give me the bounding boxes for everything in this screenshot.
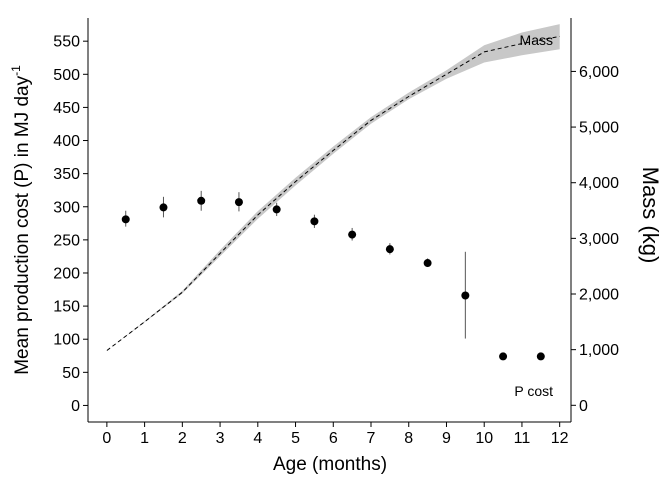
p-cost-point xyxy=(385,245,394,254)
y-right-tick-label: 6,000 xyxy=(579,64,619,81)
x-tick-label: 10 xyxy=(475,430,493,447)
x-tick-label: 0 xyxy=(102,430,111,447)
p-cost-point xyxy=(536,352,545,361)
p-cost-point xyxy=(499,352,508,361)
y-left-tick-label: 50 xyxy=(62,365,80,382)
p-cost-point xyxy=(310,217,319,226)
y-left-tick-label: 150 xyxy=(53,299,80,316)
y-left-tick-label: 200 xyxy=(53,265,80,282)
y-right-tick-label: 0 xyxy=(579,398,588,415)
p-cost-points-layer xyxy=(121,190,545,361)
x-tick-label: 3 xyxy=(216,430,225,447)
y-right-tick-label: 4,000 xyxy=(579,175,619,192)
x-tick-label: 8 xyxy=(404,430,413,447)
y-right-tick-label: 2,000 xyxy=(579,287,619,304)
y-left-tick-label: 500 xyxy=(53,67,80,84)
mass-line xyxy=(106,35,560,351)
y-left-tick-label: 300 xyxy=(53,199,80,216)
p-cost-point xyxy=(461,291,470,300)
x-tick-label: 4 xyxy=(253,430,262,447)
p-cost-point xyxy=(348,230,357,239)
y-left-axis-title: Mean production cost (P) in MJ day-1 xyxy=(9,65,33,375)
x-tick-label: 11 xyxy=(514,430,531,447)
x-tick-label: 7 xyxy=(367,430,376,447)
p-cost-point xyxy=(159,203,168,212)
y-left-tick-label: 400 xyxy=(53,133,80,150)
axes-layer: 0 1 2 3 4 5 6 7 8 9 10 11 12050100150200250300350400… xyxy=(53,18,619,447)
mass-confidence-band-layer xyxy=(106,24,560,351)
p-cost-point xyxy=(423,259,432,268)
p-cost-point xyxy=(234,198,243,207)
y-right-tick-label: 3,000 xyxy=(579,231,619,248)
x-tick-label: 9 xyxy=(442,430,451,447)
x-tick-label: 1 xyxy=(140,430,149,447)
y-left-axis-title-superscript: -1 xyxy=(9,65,23,76)
y-left-tick-label: 450 xyxy=(53,100,80,117)
x-tick-label: 5 xyxy=(291,430,300,447)
y-left-tick-label: 350 xyxy=(53,166,80,183)
y-right-axis-title: Mass (kg) xyxy=(638,167,663,264)
mass-confidence-band xyxy=(106,24,560,351)
y-left-tick-label: 100 xyxy=(53,332,80,349)
p-cost-point xyxy=(272,205,281,214)
y-left-axis-title-main: Mean production cost (P) in MJ day xyxy=(12,75,33,374)
y-left-tick-label: 0 xyxy=(71,398,80,415)
y-left-axis-title-group: Mean production cost (P) in MJ day-1 xyxy=(9,65,33,375)
y-right-tick-label: 5,000 xyxy=(579,120,619,137)
x-tick-label: 12 xyxy=(551,430,569,447)
y-left-tick-label: 550 xyxy=(53,34,80,51)
mass-line-layer xyxy=(106,35,560,351)
p-cost-annotation: P cost xyxy=(514,383,553,399)
p-cost-point xyxy=(121,215,130,224)
y-left-tick-label: 250 xyxy=(53,232,80,249)
x-axis-title: Age (months) xyxy=(273,454,387,475)
x-tick-label: 2 xyxy=(178,430,187,447)
x-tick-label: 6 xyxy=(329,430,338,447)
y-right-tick-label: 1,000 xyxy=(579,342,619,359)
p-cost-point xyxy=(197,196,206,205)
y-right-axis-title-group: Mass (kg) xyxy=(638,167,663,264)
mass-annotation: Mass xyxy=(520,32,553,48)
